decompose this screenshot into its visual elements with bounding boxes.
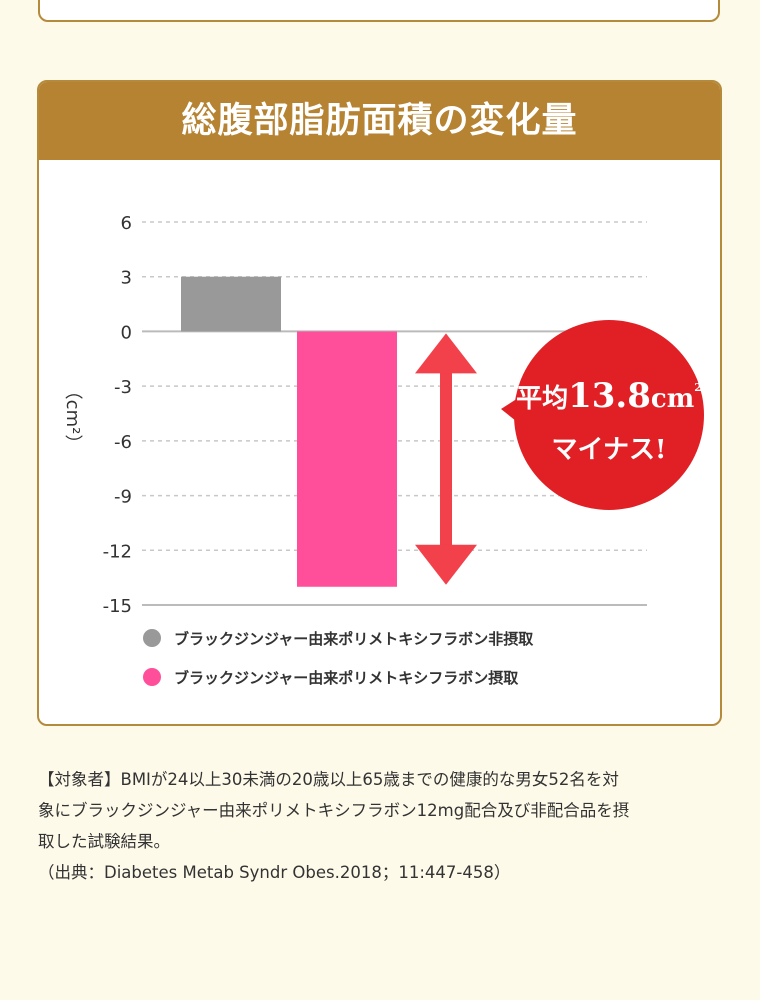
y-tick-label: -12: [103, 541, 132, 562]
y-tick-label: -6: [114, 432, 132, 453]
bubble-text-part: 平均: [516, 384, 568, 414]
bar-2: [297, 331, 397, 587]
arrow-head-down: [415, 544, 477, 585]
chart-title: 総腹部脂肪面積の変化量: [39, 82, 720, 160]
bubble-line-1: 平均13.8cm2: [516, 376, 702, 416]
notes-source: （出典：Diabetes Metab Syndr Obes.2018；11:44…: [38, 863, 511, 882]
arrow-head-up: [415, 333, 477, 374]
bubble-text-part: cm: [651, 384, 694, 414]
legend-marker-2: [143, 668, 161, 686]
arrow-shaft: [440, 371, 452, 547]
y-tick-label: -9: [114, 487, 132, 508]
previous-section-box: [38, 0, 720, 22]
bubble-circle: [514, 320, 704, 510]
legend-marker-1: [143, 629, 161, 647]
y-tick-label: 6: [121, 213, 132, 234]
legend-label-2: ブラックジンジャー由来ポリメトキシフラボン摂取: [174, 669, 519, 687]
study-notes: 【対象者】BMIが24以上30未満の20歳以上65歳までの健康的な男女52名を対…: [38, 764, 728, 888]
notes-line-2: 象にブラックジンジャー由来ポリメトキシフラボン12mg配合及び非配合品を摂: [38, 801, 630, 820]
y-tick-label: 0: [121, 322, 132, 343]
y-tick-label: -15: [103, 596, 132, 617]
notes-line-1: 【対象者】BMIが24以上30未満の20歳以上65歳までの健康的な男女52名を対: [38, 770, 619, 789]
legend-label-1: ブラックジンジャー由来ポリメトキシフラボン非摂取: [174, 630, 534, 648]
bubble-text-part: 2: [694, 381, 702, 394]
notes-line-3: 取した試験結果。: [38, 832, 170, 851]
y-axis-label: （cm²）: [62, 382, 83, 453]
bar-1: [181, 276, 281, 332]
bubble-line-2: マイナス!: [552, 435, 667, 465]
bar-chart: 6 3 0 -3 -6 -9 -12 -15 （cm²） 平均13.8cm2 マイナス! ブラックジン…: [62, 213, 704, 687]
bubble-text-part: 13.8: [568, 376, 651, 416]
y-tick-label: -3: [114, 377, 132, 398]
chart-card: 総腹部脂肪面積の変化量 6 3 0 -3 -6 -9 -12 -15 （cm²） 平均13.8cm…: [37, 80, 722, 726]
y-tick-label: 3: [121, 268, 132, 289]
